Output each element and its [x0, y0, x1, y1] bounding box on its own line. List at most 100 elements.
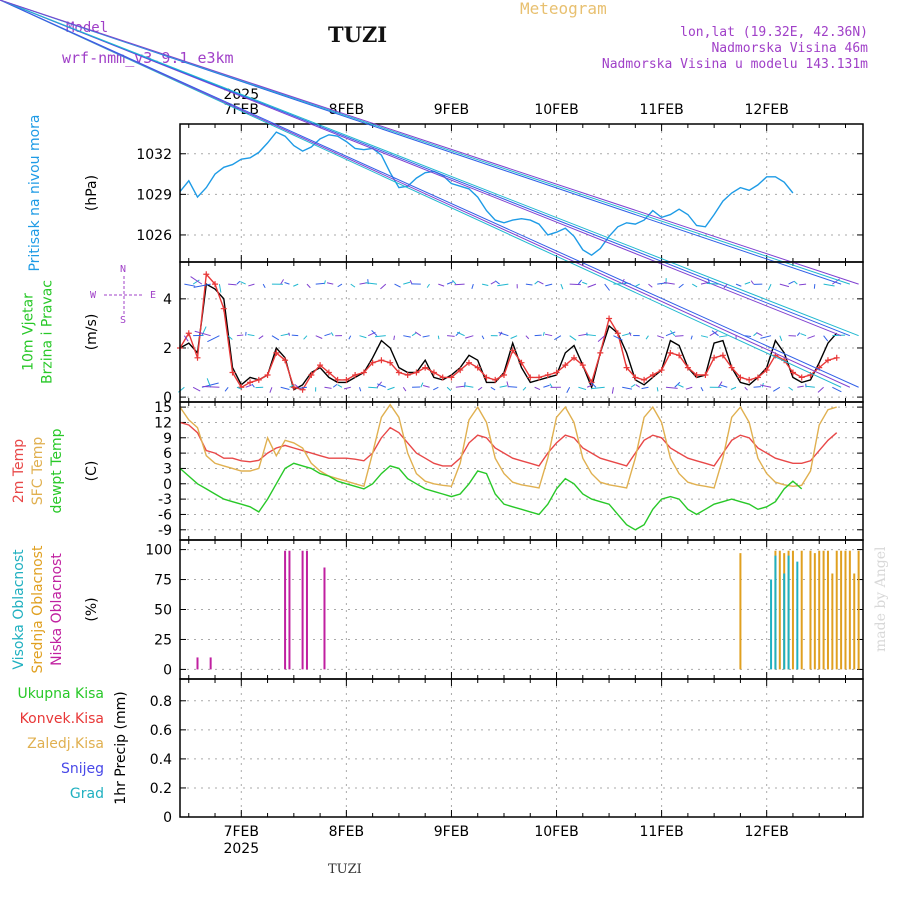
- wind-arrow: [315, 335, 323, 339]
- gust-marker: [649, 371, 656, 378]
- gust-marker: [220, 305, 227, 312]
- compass-east: E: [150, 290, 156, 301]
- wind-arrow: [700, 335, 709, 338]
- wind-arrow: [545, 283, 553, 287]
- gust-marker: [571, 354, 578, 361]
- wind-arrow: [280, 279, 284, 285]
- gust-marker: [343, 376, 350, 383]
- station-title: TUZI: [328, 22, 388, 47]
- wind-arrow: [641, 386, 649, 390]
- gust-marker: [702, 371, 709, 378]
- wind-arrow: [201, 326, 207, 336]
- wind-arrow: [685, 386, 693, 390]
- compass-south: S: [120, 315, 126, 326]
- gust-marker: [536, 374, 543, 381]
- wind-arrow: [525, 335, 530, 340]
- compass-west: W: [90, 290, 97, 301]
- panel-wind: [0, 0, 864, 403]
- wind-arrow: [621, 278, 625, 285]
- wind-arrow: [206, 378, 212, 388]
- wind-arrow: [0, 0, 842, 388]
- gust-marker: [544, 371, 551, 378]
- gust-marker: [579, 362, 586, 369]
- wind-arrow: [544, 333, 553, 337]
- wind-arrow: [446, 281, 454, 285]
- bottom-day-label: 8FEB: [329, 824, 364, 840]
- gust-marker: [728, 364, 735, 371]
- gust-marker: [212, 281, 219, 288]
- wind-arrow: [578, 279, 583, 285]
- y-tick-label: 12: [154, 415, 172, 431]
- wind-arrow: [709, 330, 718, 337]
- y-tick-label: -9: [158, 523, 172, 539]
- wind-arrow: [823, 335, 829, 342]
- wind-arrow: [446, 386, 452, 392]
- wind-arrow: [753, 386, 761, 388]
- wind-arrow: [422, 384, 430, 388]
- wind-arrow: [542, 331, 545, 336]
- wind-arrow: [788, 386, 794, 391]
- wind-arrow: [194, 330, 211, 337]
- model-elevation-label: Nadmorska Visina u modelu 143.131m: [601, 57, 868, 72]
- gust-marker: [325, 369, 332, 376]
- gust-marker: [562, 362, 569, 369]
- gust-marker: [360, 369, 367, 376]
- gust-marker: [457, 367, 464, 374]
- y-tick-label: 1026: [136, 228, 172, 244]
- wind-arrow: [350, 283, 356, 288]
- gust-marker: [833, 354, 840, 361]
- gust-marker: [413, 369, 420, 376]
- y-tick-label: 2: [163, 341, 172, 357]
- wind-arrow: [464, 382, 466, 388]
- wind-arrow: [669, 330, 676, 337]
- wind-arrow: [832, 278, 840, 285]
- gust-marker: [597, 349, 604, 356]
- wind-arrow: [534, 334, 542, 337]
- wind-arrow: [343, 386, 351, 390]
- wind-arrow: [0, 0, 859, 388]
- wind-arrow: [807, 335, 816, 339]
- gust-marker: [185, 330, 192, 337]
- wind-arrow: [380, 283, 387, 290]
- wind-arrow: [692, 283, 698, 288]
- gust-marker: [308, 371, 315, 378]
- gust-marker: [474, 364, 481, 371]
- wind-arrow: [365, 282, 378, 285]
- y-tick-label: -6: [158, 507, 172, 523]
- wind-arrow: [377, 383, 386, 388]
- wind-arrow: [510, 335, 518, 339]
- gust-marker: [439, 374, 446, 381]
- wind-arrow: [582, 281, 588, 285]
- wind-arrow: [645, 335, 649, 340]
- wind-arrow: [192, 279, 200, 285]
- wind-arrow: [613, 283, 627, 285]
- gust-marker: [693, 371, 700, 378]
- wind-arrow: [549, 383, 553, 388]
- coords-label: lon,lat (19.32E, 42.36N): [680, 25, 868, 40]
- gust-marker: [203, 271, 210, 278]
- wind-arrow: [403, 281, 411, 285]
- wind-arrow: [236, 334, 244, 337]
- wind-arrow: [711, 330, 719, 337]
- wind-arrow: [506, 381, 509, 388]
- y-tick-label: 1032: [136, 147, 172, 163]
- wind-arrow: [773, 386, 781, 392]
- wind-arrow: [498, 332, 509, 337]
- gust-marker: [430, 369, 437, 376]
- wind-arrow: [756, 332, 763, 337]
- wind-arrow: [817, 386, 824, 393]
- wind-arrow: [0, 0, 842, 337]
- wind-arrow: [490, 386, 496, 391]
- series-line-sfc-temp: [179, 403, 837, 489]
- panel-frame: [179, 539, 864, 680]
- wind-arrow: [611, 387, 614, 394]
- wind-arrow: [348, 335, 352, 340]
- wind-arrow: [248, 283, 255, 287]
- wind-arrow: [465, 335, 474, 339]
- wind-arrow: [543, 384, 550, 388]
- wind-arrow: [374, 335, 386, 338]
- wind-arrow: [630, 384, 636, 388]
- wind-arrow: [744, 281, 751, 285]
- panel-label-2: Niska Oblacnost: [49, 553, 65, 666]
- wind-arrow: [245, 384, 252, 388]
